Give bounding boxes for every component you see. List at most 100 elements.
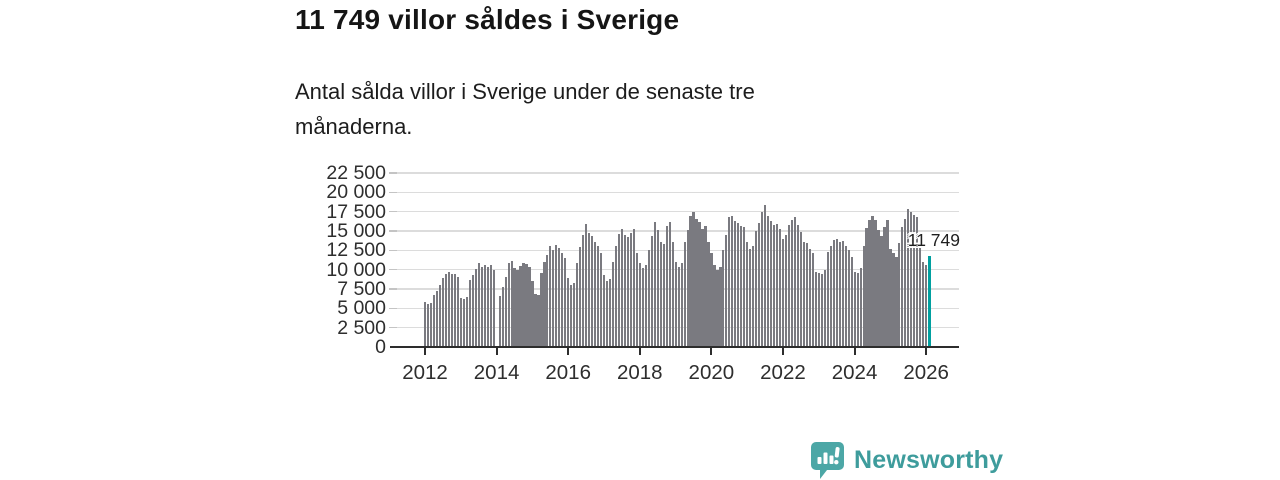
bar	[883, 227, 886, 347]
y-axis-label: 0	[375, 336, 386, 358]
bar	[740, 225, 743, 347]
bar	[435, 290, 439, 347]
bar	[456, 276, 459, 347]
bar	[570, 285, 573, 347]
bar	[701, 228, 704, 347]
y-axis-label: 5 000	[337, 297, 386, 320]
bar	[459, 298, 462, 347]
bar	[859, 268, 862, 347]
y-axis-label: 22 500	[326, 162, 386, 184]
highlighted-bar	[928, 256, 932, 347]
bar	[904, 218, 907, 347]
bar	[492, 269, 495, 347]
bar	[686, 230, 689, 347]
x-axis-tick	[710, 348, 713, 355]
bar	[874, 220, 877, 347]
bar	[576, 262, 579, 347]
bar	[597, 245, 600, 347]
bar	[561, 253, 564, 347]
bar	[823, 269, 826, 347]
bar	[880, 236, 883, 347]
y-axis-tick	[389, 249, 397, 252]
y-axis-tick	[389, 326, 397, 329]
bar	[614, 246, 618, 347]
bar	[546, 254, 549, 347]
bar	[713, 265, 716, 347]
bar	[895, 256, 898, 347]
bar	[543, 261, 546, 347]
gridline	[397, 211, 959, 213]
bar	[775, 224, 779, 347]
bar	[704, 225, 707, 347]
x-axis-tick	[781, 348, 784, 355]
x-axis-tick	[567, 348, 570, 355]
bar	[594, 241, 597, 347]
bar	[507, 262, 510, 347]
y-axis-label: 17 500	[326, 200, 386, 223]
x-axis-label: 2026	[903, 361, 949, 384]
bar	[871, 216, 874, 347]
bar	[802, 241, 806, 347]
bar	[770, 220, 773, 347]
bar	[835, 238, 838, 347]
bar	[447, 271, 451, 347]
bar	[450, 274, 454, 347]
bar	[716, 269, 719, 347]
x-axis-tick	[638, 348, 641, 355]
bar	[674, 261, 677, 347]
bar	[832, 240, 835, 347]
bar	[552, 249, 555, 347]
bar	[856, 273, 859, 347]
bar	[522, 263, 525, 347]
bar	[564, 258, 567, 347]
bar	[549, 246, 552, 347]
bar	[671, 241, 674, 347]
bar	[919, 248, 922, 347]
bar	[758, 223, 761, 347]
bar	[799, 231, 803, 347]
bar	[844, 246, 847, 347]
bar	[516, 270, 519, 347]
bar	[510, 261, 513, 347]
page-title: 11 749 villor såldes i Sverige	[295, 4, 680, 35]
bar	[665, 225, 668, 347]
bar	[817, 273, 820, 347]
bar	[540, 272, 543, 347]
bar	[698, 222, 701, 347]
bar	[432, 295, 436, 347]
x-axis-label: 2020	[688, 361, 735, 384]
bar	[677, 267, 680, 347]
bar	[773, 224, 776, 347]
bar	[707, 241, 710, 347]
bar	[787, 224, 791, 347]
newsworthy-logo[interactable]: Newsworthy	[810, 441, 1003, 479]
bar	[886, 220, 889, 347]
bar	[731, 216, 734, 347]
bar	[814, 271, 817, 347]
bar	[489, 265, 492, 347]
bar	[480, 267, 483, 347]
bar	[608, 278, 612, 347]
x-axis-label: 2024	[831, 361, 878, 384]
bar	[582, 234, 585, 347]
bar	[722, 250, 725, 347]
bar	[683, 241, 686, 347]
x-axis-label: 2016	[545, 361, 591, 384]
bar	[922, 261, 925, 347]
bar	[749, 248, 752, 347]
bar	[441, 278, 445, 347]
bar	[692, 212, 695, 347]
bar	[504, 276, 507, 347]
bar	[501, 286, 504, 347]
bar	[668, 221, 671, 347]
bar	[623, 234, 627, 347]
y-axis-tick	[389, 307, 397, 310]
bar	[901, 227, 904, 347]
bar	[599, 252, 603, 347]
bar	[486, 266, 489, 347]
x-axis-tick	[424, 348, 426, 355]
bar	[796, 224, 800, 347]
bar	[591, 236, 594, 347]
bar	[438, 285, 442, 347]
